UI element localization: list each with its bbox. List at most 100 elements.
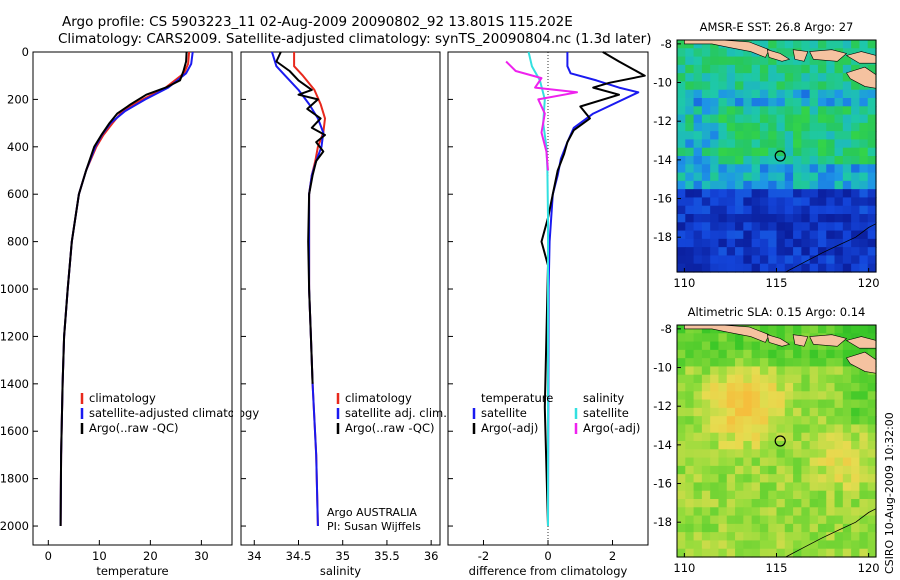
map-cell	[801, 507, 811, 517]
map-cell	[710, 114, 720, 124]
x-tick-label: 20	[143, 549, 158, 563]
map-cell	[718, 214, 728, 223]
map-cell	[784, 341, 794, 351]
map-cell	[776, 263, 786, 273]
map-cell	[809, 391, 819, 401]
map-cell	[701, 64, 711, 74]
map-cell	[776, 81, 786, 91]
map-cell	[784, 383, 794, 392]
map-cell	[817, 40, 827, 49]
map-cell	[834, 341, 844, 351]
map-cell	[834, 81, 844, 91]
map-cell	[759, 432, 769, 442]
map-cell	[826, 416, 836, 426]
map-cell	[851, 349, 861, 359]
y-tick-label: 1000	[0, 282, 29, 296]
map-cell	[710, 247, 720, 257]
map-cell	[809, 106, 819, 116]
map-cell	[851, 523, 861, 533]
map-cell	[867, 247, 877, 257]
map-cell	[784, 48, 794, 58]
map-cell	[726, 383, 736, 392]
x-tick-label: 0	[544, 549, 551, 563]
map-cell	[685, 358, 695, 368]
map-cell	[743, 197, 753, 207]
series-line-blue	[547, 52, 640, 527]
map-cell	[759, 540, 769, 550]
map-cell	[693, 399, 703, 409]
map-cell	[834, 416, 844, 426]
map-cell	[718, 383, 728, 392]
map-cell	[751, 147, 761, 157]
map-cell	[701, 247, 711, 257]
map-cell	[701, 416, 711, 426]
map-x-tick-label: 115	[766, 276, 788, 290]
map-cell	[793, 56, 802, 66]
map-cell	[842, 540, 852, 550]
map-cell	[743, 255, 753, 265]
map-cell	[784, 81, 794, 91]
float-annotation: Argo AUSTRALIA	[327, 506, 417, 519]
map-cell	[677, 247, 686, 257]
map-cell	[784, 325, 794, 334]
map-cell	[826, 222, 836, 232]
map-cell	[759, 222, 769, 232]
map-cell	[842, 172, 852, 182]
map-cell	[826, 189, 836, 199]
map-cell	[743, 482, 753, 492]
map-cell	[768, 64, 778, 74]
map-cell	[867, 333, 877, 343]
map-cell	[693, 465, 703, 475]
map-cell	[751, 490, 761, 500]
map-cell	[784, 156, 794, 165]
map-cell	[809, 457, 819, 467]
map-cell	[693, 416, 703, 426]
map-cell	[685, 457, 695, 467]
map-cell	[726, 64, 736, 74]
map-cell	[809, 548, 819, 558]
map-cell	[842, 189, 852, 199]
map-cell	[801, 172, 811, 182]
map-cell	[718, 147, 728, 157]
map-cell	[759, 383, 769, 392]
map-cell	[751, 441, 761, 450]
map-cell	[710, 341, 720, 351]
map-cell	[751, 164, 761, 174]
map-cell	[701, 180, 711, 190]
map-cell	[867, 230, 877, 240]
map-cell	[826, 532, 836, 542]
map-x-tick-label: 110	[673, 561, 695, 575]
map-cell	[817, 197, 827, 207]
map-cell	[726, 197, 736, 207]
land-island	[809, 334, 848, 347]
map-cell	[677, 56, 686, 66]
map-cell	[859, 197, 869, 207]
map-cell	[768, 523, 778, 533]
map-cell	[851, 441, 861, 450]
map-cell	[801, 89, 811, 99]
map-cell	[859, 89, 869, 99]
x-tick-label: 34.5	[286, 549, 312, 563]
map-cell	[826, 523, 836, 533]
map-cell	[867, 349, 877, 359]
map-cell	[834, 164, 844, 174]
map-cell	[759, 263, 769, 273]
map-cell	[776, 366, 786, 376]
map-cell	[701, 349, 711, 359]
map-cell	[842, 548, 852, 558]
map-cell	[759, 214, 769, 223]
map-cell	[851, 490, 861, 500]
map-cell	[743, 358, 753, 368]
map-cell	[784, 197, 794, 207]
map-cell	[834, 490, 844, 500]
map-cell	[776, 391, 786, 401]
map-cell	[768, 482, 778, 492]
map-cell	[859, 499, 869, 508]
map-cell	[809, 465, 819, 475]
map-cell	[867, 474, 877, 484]
map-cell	[743, 64, 753, 74]
map-cell	[677, 474, 686, 484]
map-cell	[735, 366, 744, 376]
map-cell	[677, 325, 686, 334]
map-cell	[867, 399, 877, 409]
